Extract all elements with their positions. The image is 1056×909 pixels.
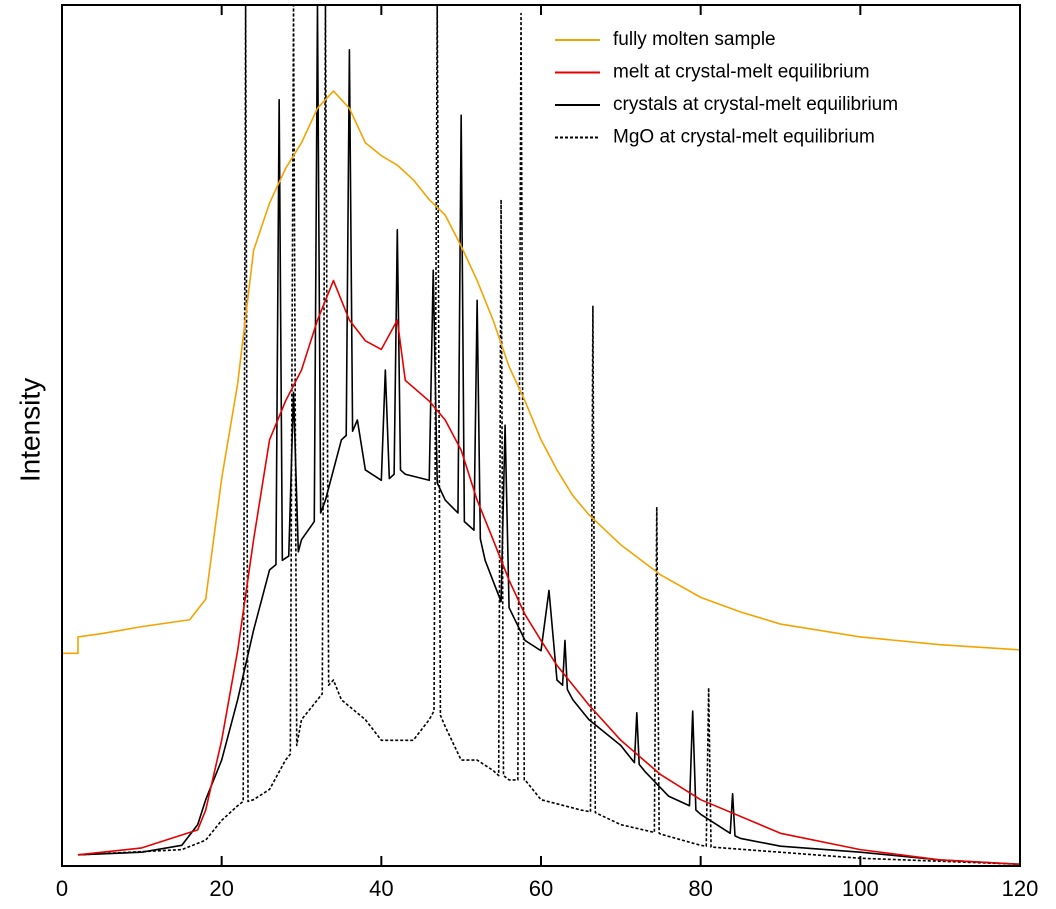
plot-frame bbox=[61, 4, 1021, 867]
legend-label: MgO at crystal-melt equilibrium bbox=[613, 127, 875, 148]
x-tick-label: 80 bbox=[688, 876, 712, 901]
x-tick-label: 0 bbox=[56, 876, 68, 901]
series-line bbox=[62, 90, 1020, 655]
x-tick-label: 100 bbox=[842, 876, 879, 901]
series-line bbox=[77, 5, 1020, 866]
x-tick-label: 120 bbox=[1002, 876, 1039, 901]
legend-label: fully molten sample bbox=[613, 29, 776, 50]
y-axis-label: Intensity bbox=[14, 378, 45, 482]
series-line bbox=[77, 279, 1020, 866]
plot-area bbox=[62, 5, 1020, 866]
series-line bbox=[77, 5, 1020, 866]
x-tick-label: 20 bbox=[209, 876, 233, 901]
legend-label: melt at crystal-melt equilibrium bbox=[613, 62, 870, 83]
legend-label: crystals at crystal-melt equilibrium bbox=[613, 94, 898, 115]
x-tick-label: 40 bbox=[369, 876, 393, 901]
x-tick-label: 60 bbox=[529, 876, 553, 901]
